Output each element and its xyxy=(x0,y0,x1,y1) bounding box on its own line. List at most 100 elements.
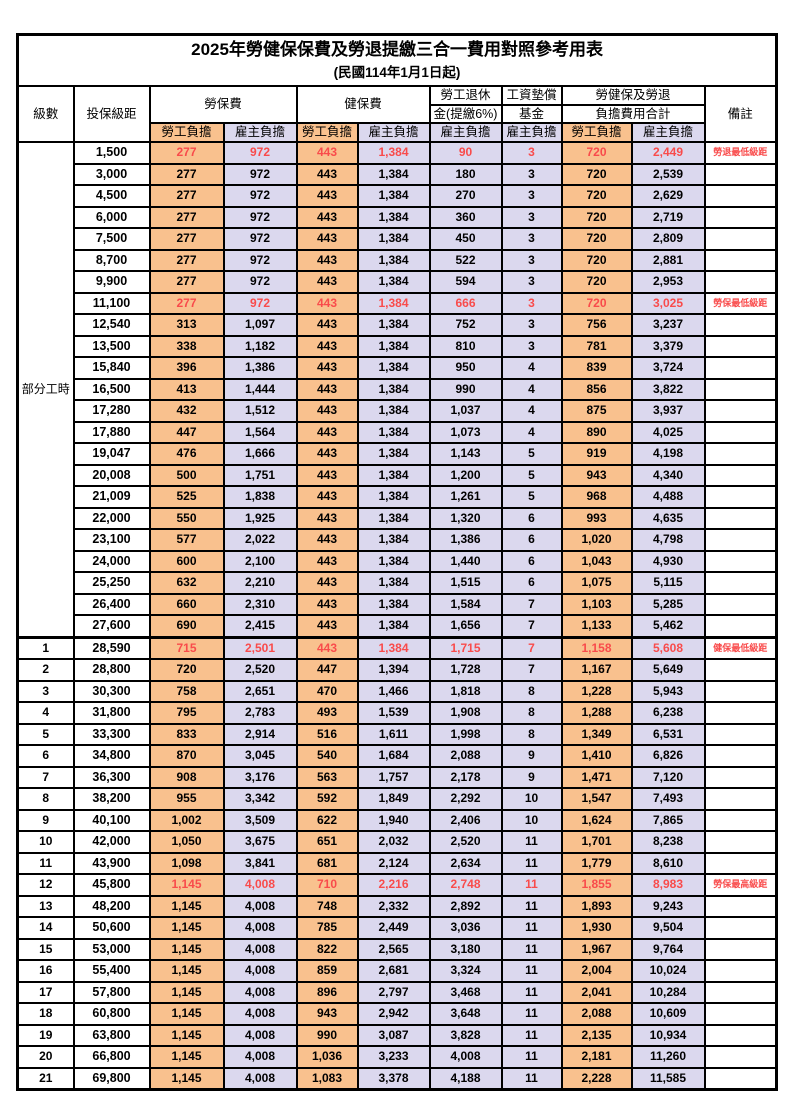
cell-health-employer: 2,124 xyxy=(356,851,431,875)
cell-salary-bracket: 43,900 xyxy=(72,851,151,875)
cell-wagefund-employer: 7 xyxy=(500,658,563,682)
table-row: 20,008 500 1,751 443 1,384 1,200 5 943 4,340 xyxy=(18,463,778,487)
cell-health-employer: 3,087 xyxy=(356,1023,431,1047)
table-row: 17,280 432 1,512 443 1,384 1,037 4 875 3,937 xyxy=(18,399,778,423)
col-header-pension-line2: 金(提繳6%) xyxy=(428,104,503,124)
cell-total-employee: 720 xyxy=(560,205,633,229)
cell-health-employer: 3,378 xyxy=(356,1066,431,1091)
cell-salary-bracket: 28,800 xyxy=(72,658,151,682)
table-row: 9,900 277 972 443 1,384 594 3 720 2,953 xyxy=(18,270,778,294)
cell-health-employee: 651 xyxy=(295,830,359,854)
table-row: 17 57,800 1,145 4,008 896 2,797 3,468 11 2,041 10… xyxy=(16,980,778,1004)
cell-health-employer: 2,565 xyxy=(356,937,431,961)
cell-remark xyxy=(703,614,778,638)
cell-pension-employer: 1,200 xyxy=(428,463,503,487)
cell-pension-employer: 752 xyxy=(428,313,503,337)
cell-salary-bracket: 15,840 xyxy=(72,356,151,380)
cell-total-employee: 1,103 xyxy=(560,592,633,616)
cell-remark xyxy=(703,1002,778,1026)
reference-sheet: 2025年勞健保保費及勞退提繳三合一費用對照參考用表 (民國114年1月1日起)… xyxy=(16,33,779,1091)
table-row: 13 48,200 1,145 4,008 748 2,332 2,892 11 1,893 9,… xyxy=(16,894,778,918)
table-row: 7,500 277 972 443 1,384 450 3 720 2,809 xyxy=(18,227,778,251)
cell-labor-employer: 3,675 xyxy=(222,830,298,854)
cell-health-employee: 443 xyxy=(295,485,359,509)
cell-salary-bracket: 36,300 xyxy=(72,765,151,789)
cell-remark xyxy=(703,980,778,1004)
cell-health-employer: 1,384 xyxy=(356,141,431,165)
cell-wagefund-employer: 3 xyxy=(500,248,563,272)
cell-labor-employee: 277 xyxy=(148,270,225,294)
cell-salary-bracket: 45,800 xyxy=(72,873,151,897)
cell-total-employee: 875 xyxy=(560,399,633,423)
cell-wagefund-employer: 3 xyxy=(500,291,563,315)
cell-total-employer: 6,238 xyxy=(630,701,706,725)
cell-labor-employee: 1,145 xyxy=(148,916,225,940)
cell-remark: 勞保最高級距 xyxy=(703,873,778,897)
cell-total-employee: 1,349 xyxy=(560,722,633,746)
cell-wagefund-employer: 4 xyxy=(500,420,563,444)
cell-total-employee: 1,158 xyxy=(560,635,633,660)
cell-level: 12 xyxy=(16,873,75,897)
cell-labor-employer: 3,509 xyxy=(222,808,298,832)
cell-level: 15 xyxy=(16,937,75,961)
cell-level: 18 xyxy=(16,1002,75,1026)
cell-remark xyxy=(703,356,778,380)
cell-pension-employer: 360 xyxy=(428,205,503,229)
cell-salary-bracket: 30,300 xyxy=(72,679,151,703)
cell-wagefund-employer: 3 xyxy=(500,334,563,358)
cell-salary-bracket: 17,880 xyxy=(72,420,151,444)
cell-health-employee: 443 xyxy=(295,184,359,208)
cell-labor-employer: 4,008 xyxy=(222,959,298,983)
cell-health-employee: 443 xyxy=(295,356,359,380)
cell-salary-bracket: 27,600 xyxy=(72,614,151,638)
cell-pension-employer: 4,008 xyxy=(428,1045,503,1069)
cell-labor-employer: 2,415 xyxy=(222,614,298,638)
cell-health-employee: 493 xyxy=(295,701,359,725)
cell-labor-employee: 758 xyxy=(148,679,225,703)
cell-labor-employee: 525 xyxy=(148,485,225,509)
cell-salary-bracket: 11,100 xyxy=(72,291,151,315)
cell-health-employer: 2,681 xyxy=(356,959,431,983)
cell-salary-bracket: 3,000 xyxy=(72,162,151,186)
table-row: 6,000 277 972 443 1,384 360 3 720 2,719 xyxy=(18,205,778,229)
cell-wagefund-employer: 6 xyxy=(500,506,563,530)
table-row: 21,009 525 1,838 443 1,384 1,261 5 968 4,488 xyxy=(18,485,778,509)
cell-pension-employer: 522 xyxy=(428,248,503,272)
cell-labor-employer: 972 xyxy=(222,291,298,315)
cell-pension-employer: 950 xyxy=(428,356,503,380)
cell-labor-employer: 1,838 xyxy=(222,485,298,509)
cell-health-employee: 563 xyxy=(295,765,359,789)
cell-wagefund-employer: 3 xyxy=(500,141,563,165)
table-row: 11 43,900 1,098 3,841 681 2,124 2,634 11 1,779 8,… xyxy=(16,851,778,875)
cell-labor-employer: 1,386 xyxy=(222,356,298,380)
cell-labor-employer: 4,008 xyxy=(222,1023,298,1047)
cell-total-employee: 1,930 xyxy=(560,916,633,940)
cell-pension-employer: 1,073 xyxy=(428,420,503,444)
cell-wagefund-employer: 5 xyxy=(500,442,563,466)
cell-remark xyxy=(703,270,778,294)
cell-total-employee: 1,624 xyxy=(560,808,633,832)
cell-level: 5 xyxy=(16,722,75,746)
cell-total-employee: 1,471 xyxy=(560,765,633,789)
cell-total-employee: 968 xyxy=(560,485,633,509)
cell-labor-employer: 972 xyxy=(222,162,298,186)
cell-total-employer: 10,609 xyxy=(630,1002,706,1026)
cell-salary-bracket: 38,200 xyxy=(72,787,151,811)
cell-labor-employee: 277 xyxy=(148,205,225,229)
cell-total-employer: 4,198 xyxy=(630,442,706,466)
cell-labor-employer: 2,022 xyxy=(222,528,298,552)
cell-pension-employer: 3,468 xyxy=(428,980,503,1004)
cell-remark xyxy=(703,528,778,552)
cell-level: 9 xyxy=(16,808,75,832)
cell-health-employer: 1,384 xyxy=(356,184,431,208)
cell-remark xyxy=(703,830,778,854)
table-row: 15,840 396 1,386 443 1,384 950 4 839 3,724 xyxy=(18,356,778,380)
cell-health-employee: 443 xyxy=(295,592,359,616)
cell-wagefund-employer: 8 xyxy=(500,701,563,725)
cell-labor-employee: 500 xyxy=(148,463,225,487)
cell-remark xyxy=(703,334,778,358)
cell-pension-employer: 1,998 xyxy=(428,722,503,746)
cell-total-employer: 2,809 xyxy=(630,227,706,251)
cell-labor-employee: 277 xyxy=(148,141,225,165)
cell-remark xyxy=(703,463,778,487)
